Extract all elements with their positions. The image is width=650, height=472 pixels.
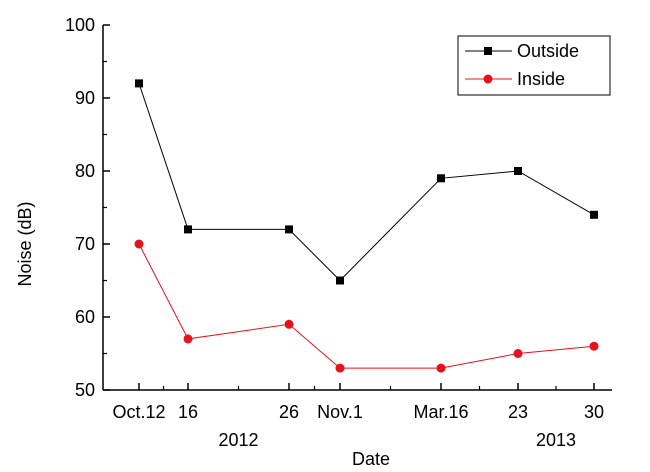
x-axis-title: Date (352, 449, 390, 469)
x-tick-label: Oct.12 (112, 402, 165, 422)
x-tick-label: 30 (584, 402, 604, 422)
data-point-inside (513, 349, 523, 358)
x-tick-label: 16 (178, 402, 198, 422)
year-label: 2012 (218, 430, 258, 450)
series-line-outside (138, 83, 595, 282)
data-point-outside (437, 174, 445, 183)
data-point-outside (590, 210, 598, 219)
year-label: 2013 (536, 430, 576, 450)
y-tick-label: 80 (75, 161, 95, 181)
legend-marker-inside (483, 74, 493, 84)
y-axis-title: Noise (dB) (15, 201, 35, 286)
data-point-outside (285, 225, 293, 234)
data-point-outside (184, 225, 192, 234)
y-tick-label: 90 (75, 88, 95, 108)
data-point-outside (336, 276, 344, 285)
y-tick-label: 70 (75, 234, 95, 254)
x-tick-label: Nov.1 (317, 402, 363, 422)
legend-label-outside: Outside (517, 41, 579, 61)
data-point-inside (134, 239, 144, 249)
data-point-inside (284, 319, 294, 329)
data-point-inside (335, 363, 345, 373)
data-point-outside (514, 167, 522, 175)
y-tick-label: 100 (65, 15, 95, 35)
legend-label-inside: Inside (517, 69, 565, 89)
legend-marker-outside (484, 47, 492, 55)
data-point-inside (436, 363, 446, 373)
data-point-inside (589, 341, 599, 351)
y-tick-label: 60 (75, 307, 95, 327)
x-tick-label: Mar.16 (413, 402, 468, 422)
series-line-inside (138, 243, 595, 369)
legend-box (457, 35, 611, 96)
data-point-inside (183, 334, 193, 344)
x-tick-label: 26 (279, 402, 299, 422)
y-tick-label: 50 (75, 380, 95, 400)
data-point-outside (135, 79, 143, 88)
x-tick-label: 23 (508, 402, 528, 422)
